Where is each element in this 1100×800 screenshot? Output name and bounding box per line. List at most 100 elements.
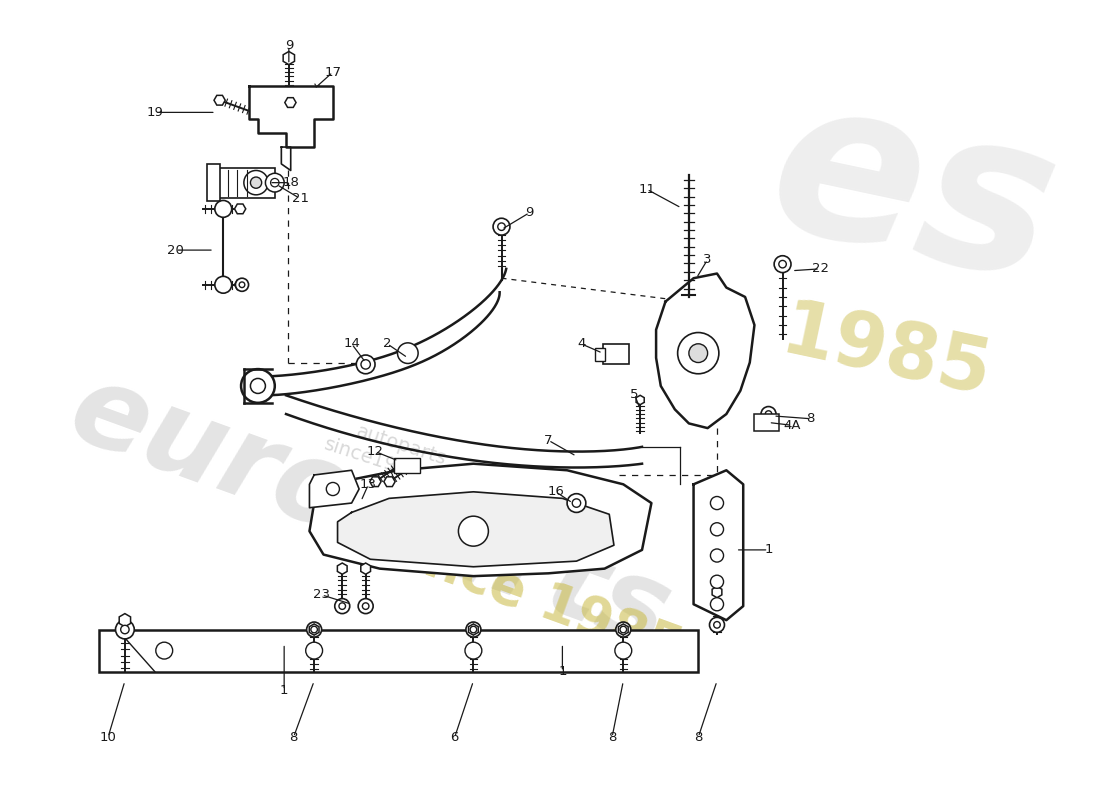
Circle shape [362,603,369,610]
Text: autoparts
since1985.com: autoparts since1985.com [321,414,475,498]
Circle shape [774,256,791,273]
Circle shape [710,618,725,632]
Polygon shape [384,477,395,486]
Text: 8: 8 [806,412,815,426]
Circle shape [397,343,418,363]
Text: es: es [754,60,1075,328]
Circle shape [466,622,481,637]
Text: 1: 1 [279,684,288,697]
Circle shape [615,642,631,659]
Polygon shape [361,563,371,574]
Text: 1: 1 [764,543,773,556]
Circle shape [711,522,724,536]
Polygon shape [370,477,381,486]
Circle shape [779,261,786,268]
Text: 13: 13 [360,478,377,491]
Text: 7: 7 [544,434,552,446]
Circle shape [306,642,322,659]
Text: 4A: 4A [783,418,801,432]
Circle shape [339,603,345,610]
Text: 11: 11 [638,182,656,196]
Circle shape [251,177,262,188]
Text: 21: 21 [292,192,309,205]
Polygon shape [282,147,290,170]
Circle shape [251,378,265,394]
Polygon shape [309,464,651,576]
Polygon shape [309,470,359,508]
Circle shape [470,626,476,633]
Polygon shape [283,51,295,65]
Circle shape [711,598,724,610]
Circle shape [156,642,173,659]
Circle shape [327,482,340,495]
Circle shape [465,642,482,659]
Circle shape [714,622,720,628]
Polygon shape [777,257,789,272]
Polygon shape [338,563,348,574]
Polygon shape [119,614,131,626]
Circle shape [761,406,776,422]
Polygon shape [469,624,478,635]
Text: 3: 3 [703,253,712,266]
Bar [394,458,420,473]
Text: since 1985: since 1985 [371,518,689,676]
Circle shape [359,598,373,614]
Polygon shape [338,492,614,566]
Polygon shape [214,95,225,105]
Text: 6: 6 [451,730,459,744]
Bar [603,344,629,364]
Circle shape [265,174,284,192]
Text: 9: 9 [526,206,534,219]
Circle shape [711,549,724,562]
Text: 2: 2 [383,338,392,350]
Text: 22: 22 [812,262,828,275]
Circle shape [214,201,232,218]
Circle shape [711,575,724,588]
Text: 20: 20 [167,244,184,257]
Polygon shape [234,204,245,214]
Text: 8: 8 [289,730,298,744]
Circle shape [334,598,350,614]
Polygon shape [636,395,645,405]
Text: 14: 14 [343,338,360,350]
Circle shape [711,497,724,510]
Circle shape [271,178,279,187]
Bar [99,630,698,672]
Text: 5: 5 [630,388,639,401]
Polygon shape [285,98,296,107]
Circle shape [121,626,129,634]
Text: 10: 10 [100,730,117,744]
Circle shape [498,223,505,230]
Polygon shape [309,624,319,635]
Circle shape [241,369,275,403]
Circle shape [766,410,772,418]
Circle shape [568,494,586,513]
Polygon shape [656,274,755,428]
Circle shape [361,360,371,369]
Circle shape [459,516,488,546]
Polygon shape [249,86,333,147]
Text: 18: 18 [283,176,299,189]
Circle shape [620,626,627,633]
Circle shape [244,170,268,195]
Text: 1: 1 [558,665,566,678]
Polygon shape [618,624,628,635]
Text: 19: 19 [146,106,163,119]
Text: 16: 16 [548,486,564,498]
Circle shape [307,622,321,637]
Text: 8: 8 [608,730,616,744]
Polygon shape [694,470,744,620]
Circle shape [678,333,719,374]
Circle shape [493,218,510,235]
Circle shape [616,622,630,637]
Circle shape [235,278,249,291]
Bar [219,168,275,198]
Circle shape [239,282,245,287]
Text: 12: 12 [366,445,384,458]
Bar [207,164,220,202]
Circle shape [311,626,318,633]
Text: 17: 17 [324,66,341,78]
Polygon shape [712,586,722,598]
Polygon shape [495,219,508,234]
Text: 9: 9 [285,39,293,52]
